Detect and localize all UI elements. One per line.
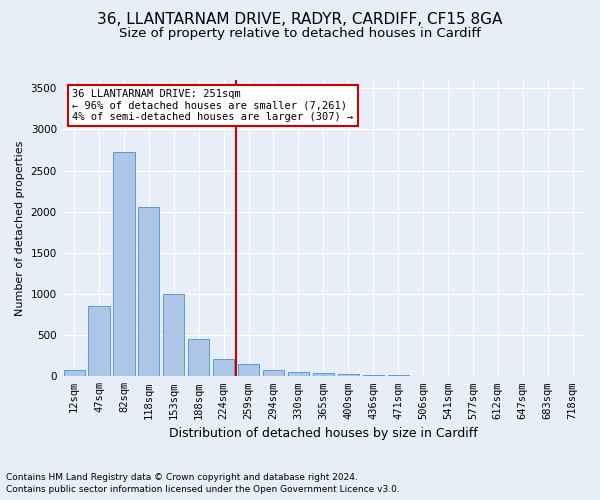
Bar (188, 340, 209, 376)
Bar (362, 375, 384, 376)
Bar (238, 364, 259, 376)
Text: Size of property relative to detached houses in Cardiff: Size of property relative to detached ho… (119, 28, 481, 40)
Bar (338, 374, 359, 376)
Bar (313, 373, 334, 376)
Bar (64, 370, 85, 376)
Y-axis label: Number of detached properties: Number of detached properties (15, 140, 25, 316)
Bar (288, 372, 309, 376)
Text: Contains HM Land Registry data © Crown copyright and database right 2024.: Contains HM Land Registry data © Crown c… (6, 472, 358, 482)
Text: Contains public sector information licensed under the Open Government Licence v3: Contains public sector information licen… (6, 485, 400, 494)
Bar (138, 207, 160, 376)
Bar (263, 370, 284, 376)
Text: 36, LLANTARNAM DRIVE, RADYR, CARDIFF, CF15 8GA: 36, LLANTARNAM DRIVE, RADYR, CARDIFF, CF… (97, 12, 503, 28)
Bar (113, 152, 134, 376)
Bar (213, 358, 234, 376)
X-axis label: Distribution of detached houses by size in Cardiff: Distribution of detached houses by size … (169, 427, 478, 440)
Text: 36 LLANTARNAM DRIVE: 251sqm
← 96% of detached houses are smaller (7,261)
4% of s: 36 LLANTARNAM DRIVE: 251sqm ← 96% of det… (72, 89, 353, 122)
Bar (163, 294, 184, 376)
Bar (88, 306, 110, 376)
